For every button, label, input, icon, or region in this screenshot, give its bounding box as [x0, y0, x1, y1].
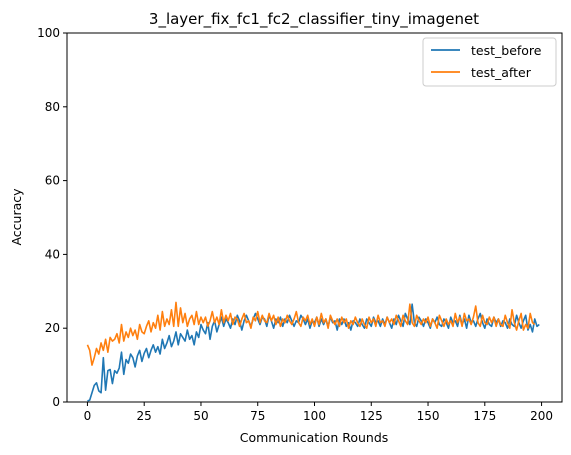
x-tick-label: 150	[417, 409, 440, 423]
legend-label-test-before: test_before	[471, 43, 542, 58]
x-tick-label: 75	[250, 409, 265, 423]
y-axis: 0 20 40 60 80 100	[37, 26, 67, 409]
x-tick-label: 100	[303, 409, 326, 423]
legend: test_before test_after	[422, 37, 557, 87]
series-line-test-after	[86, 301, 536, 366]
y-tick-label: 20	[45, 321, 60, 335]
series-layer	[86, 301, 540, 402]
y-tick-label: 40	[45, 247, 60, 261]
x-tick-label: 175	[473, 409, 496, 423]
x-axis: 0 25 50 75 100 125 150 175 200	[84, 402, 553, 423]
legend-label-test-after: test_after	[471, 65, 532, 80]
x-tick-label: 125	[360, 409, 383, 423]
y-tick-label: 60	[45, 174, 60, 188]
x-axis-label: Communication Rounds	[240, 430, 389, 445]
y-tick-label: 100	[37, 26, 60, 40]
chart-title: 3_layer_fix_fc1_fc2_classifier_tiny_imag…	[149, 10, 479, 29]
y-tick-label: 80	[45, 100, 60, 114]
x-tick-label: 25	[137, 409, 152, 423]
y-axis-label: Accuracy	[9, 188, 24, 246]
x-tick-label: 0	[84, 409, 92, 423]
x-tick-label: 200	[530, 409, 553, 423]
x-tick-label: 50	[193, 409, 208, 423]
y-tick-label: 0	[52, 395, 60, 409]
